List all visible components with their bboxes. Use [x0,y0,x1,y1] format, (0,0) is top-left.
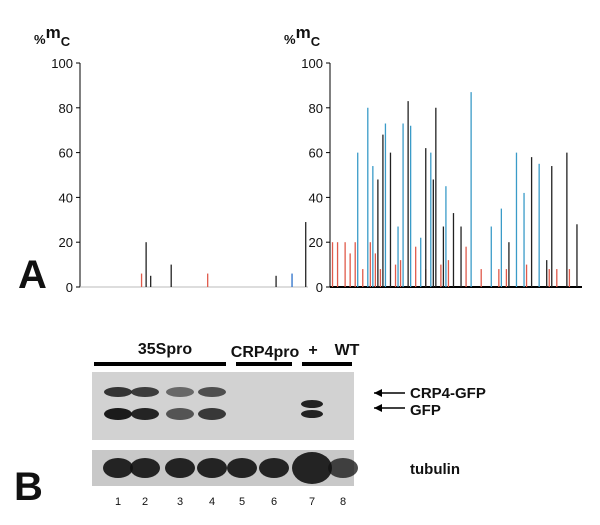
y-label-part: m [46,23,61,42]
band [131,387,159,397]
lane-label: 1 [115,496,121,508]
band [166,408,194,420]
band [165,458,195,478]
band [292,452,332,484]
y-tick-label: 100 [301,56,323,71]
band [198,387,226,397]
band [166,387,194,397]
y-tick-label: 80 [59,101,73,116]
group-label: WT [335,342,360,359]
arrow-head [374,389,382,397]
band [131,408,159,420]
band-label: GFP [410,402,441,419]
y-tick-label: 0 [66,280,73,295]
lane-label: 4 [209,496,215,508]
lane-label: 7 [309,496,315,508]
y-label-part: m [296,23,311,42]
panel-label: B [14,465,43,509]
y-tick-label: 0 [316,280,323,295]
band-label: tubulin [410,461,460,478]
band [227,458,257,478]
band [198,408,226,420]
panel-label: A [18,253,47,297]
y-tick-label: 20 [59,235,73,250]
y-label-part: C [61,34,71,49]
y-label-part: % [284,32,296,47]
y-tick-label: 60 [59,146,73,161]
y-axis-label: %mC [284,23,321,49]
y-axis-label: %mC [34,23,71,49]
lane-label: 6 [271,496,277,508]
band [130,458,160,478]
lane-label: 2 [142,496,148,508]
band [104,387,132,397]
band [104,408,132,420]
band-label: CRP4-GFP [410,385,486,402]
y-label-part: C [311,34,321,49]
band [259,458,289,478]
band [328,458,358,478]
y-label-part: % [34,32,46,47]
lane-label: 8 [340,496,346,508]
y-tick-label: 20 [309,235,323,250]
band [301,400,323,408]
y-tick-label: 80 [309,101,323,116]
y-tick-label: 40 [309,190,323,205]
band [103,458,133,478]
arrow-head [374,404,382,412]
group-label: + [308,342,317,359]
lane-label: 5 [239,496,245,508]
lane-label: 3 [177,496,183,508]
band [301,410,323,418]
y-tick-label: 100 [51,56,73,71]
y-tick-label: 40 [59,190,73,205]
y-tick-label: 60 [309,146,323,161]
group-label: 35Spro [138,341,192,358]
group-label: CRP4pro [231,344,300,361]
band [197,458,227,478]
